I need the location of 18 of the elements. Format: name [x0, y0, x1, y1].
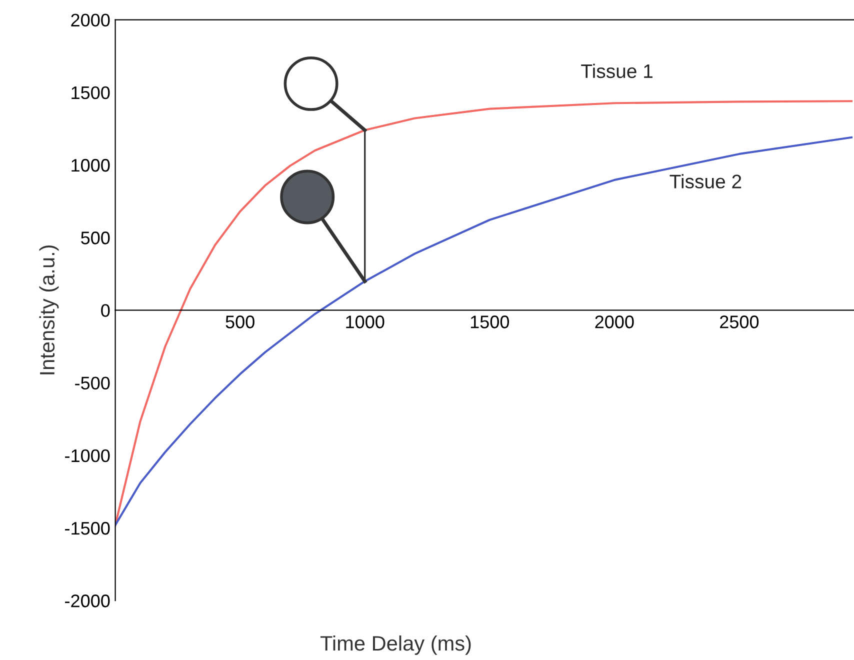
x-tick-label: 2000: [595, 316, 634, 328]
series-label: Tissue 1: [581, 64, 652, 78]
x-tick-label: 500: [226, 316, 254, 328]
x-tick-label: 2500: [720, 316, 759, 328]
y-tick-label: -500: [75, 376, 110, 390]
y-tick-label: -1000: [65, 449, 110, 462]
y-tick-label: 1000: [72, 158, 110, 172]
y-axis-title: Intensity (a.u.): [39, 245, 59, 374]
y-tick-label: 0: [101, 304, 110, 317]
y-tick-label: 500: [81, 232, 110, 244]
x-tick-label: 1000: [346, 316, 384, 328]
x-axis-title: Time Delay (ms): [320, 635, 471, 655]
series-label: Tissue 2: [670, 174, 742, 188]
y-tick-label: -2000: [65, 594, 110, 608]
x-tick-label: 1500: [470, 316, 510, 328]
y-tick-label: -1500: [65, 522, 110, 535]
y-tick-label: 2000: [71, 14, 110, 27]
y-tick-label: 1500: [72, 86, 110, 100]
